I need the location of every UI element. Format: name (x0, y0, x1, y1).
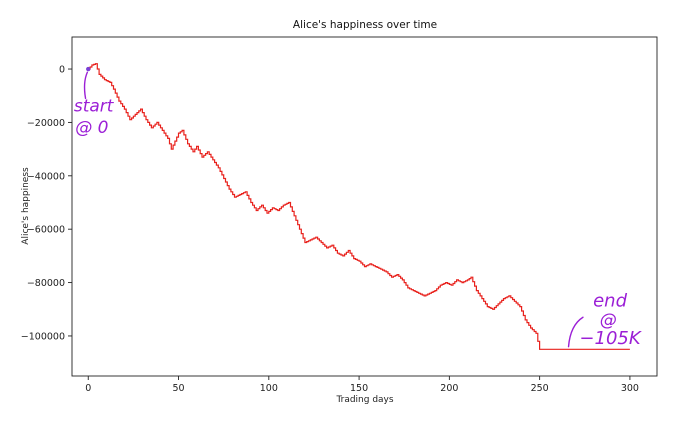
x-tick-label: 50 (172, 383, 184, 394)
y-tick-label: 0 (59, 65, 65, 76)
start-point (86, 66, 91, 72)
annotation-label: end (593, 291, 627, 312)
x-tick-label: 200 (440, 383, 458, 394)
y-tick-label: −40000 (27, 171, 65, 182)
x-axis: 0 50 100 150 200 250 300 (85, 376, 639, 394)
y-tick-label: −60000 (27, 225, 65, 236)
y-tick-label: −80000 (27, 278, 65, 289)
x-tick-label: 150 (350, 383, 368, 394)
x-tick-label: 0 (85, 383, 91, 394)
x-axis-title: Trading days (335, 395, 393, 405)
annotation-label: start (74, 97, 115, 117)
x-tick-label: 300 (621, 383, 639, 394)
annotation-label: @ 0 (75, 118, 108, 138)
y-tick-label: −20000 (27, 118, 65, 129)
y-axis: 0 −20000 −40000 −60000 −80000 −100000 (21, 65, 72, 342)
annotation-label: −105K (579, 328, 641, 349)
annotation-layer: start@ 0 end@−105K (74, 71, 642, 349)
plot-area-frame (71, 36, 658, 377)
annotation-label: @ (600, 310, 617, 330)
y-axis-title: Alice's happiness (21, 167, 31, 245)
series-line (88, 63, 630, 350)
chart-title: Alice's happiness over time (293, 19, 437, 31)
series-layer (86, 63, 630, 350)
end-annotation-arrow (567, 316, 584, 348)
y-tick-label: −100000 (21, 331, 65, 342)
x-tick-label: 250 (531, 383, 549, 394)
x-tick-label: 100 (260, 383, 278, 394)
start-annotation-arrow (83, 71, 89, 100)
